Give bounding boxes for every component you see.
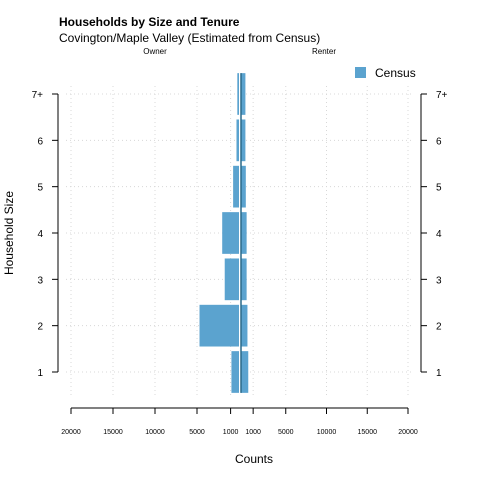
x-tick-label: 20000 bbox=[398, 429, 418, 436]
y-tick-label-right: 4 bbox=[436, 229, 442, 240]
y-tick-label-right: 7+ bbox=[436, 90, 448, 101]
y-tick-label-right: 5 bbox=[436, 183, 442, 194]
bar-owner bbox=[199, 304, 239, 347]
y-axis-label: Household Size bbox=[2, 191, 16, 275]
bar-renter bbox=[241, 304, 248, 347]
bar-owner bbox=[237, 73, 239, 115]
chart-title: Households by Size and Tenure bbox=[59, 15, 240, 29]
x-tick-label: 10000 bbox=[317, 429, 337, 436]
y-tick-label-left: 1 bbox=[37, 368, 43, 379]
bar-owner bbox=[233, 165, 239, 208]
chart-subtitle: Covington/Maple Valley (Estimated from C… bbox=[59, 31, 320, 45]
axes bbox=[52, 93, 427, 414]
x-axis-label: Counts bbox=[235, 452, 273, 466]
legend: Census bbox=[355, 66, 416, 80]
bars bbox=[199, 73, 249, 393]
x-tick-label: 15000 bbox=[358, 429, 378, 436]
x-tick-label: 5000 bbox=[278, 429, 294, 436]
x-tick-label: 1000 bbox=[223, 429, 239, 436]
bar-renter bbox=[241, 119, 246, 162]
bar-renter bbox=[241, 258, 247, 301]
bar-owner bbox=[222, 212, 239, 254]
owner-panel-label: Owner bbox=[143, 47, 167, 56]
x-tick-label: 15000 bbox=[103, 429, 123, 436]
y-tick-label-left: 7+ bbox=[32, 90, 44, 101]
tick-labels: 1 1 2 2 3 3 4 4 5 5 6 6 7+ 7+ 20000 15000 10000 5000 1000 1… bbox=[32, 90, 448, 436]
bar-renter bbox=[241, 212, 247, 254]
renter-panel-label: Renter bbox=[312, 47, 336, 56]
x-tick-label: 20000 bbox=[61, 429, 81, 436]
y-tick-label-left: 4 bbox=[37, 229, 43, 240]
y-tick-label-left: 3 bbox=[37, 275, 43, 286]
bar-renter bbox=[241, 165, 246, 208]
bar-owner bbox=[224, 258, 239, 301]
legend-swatch-census bbox=[355, 67, 366, 78]
y-tick-label-right: 2 bbox=[436, 322, 442, 333]
bar-owner bbox=[236, 119, 239, 162]
bar-renter bbox=[241, 73, 246, 115]
bar-owner bbox=[231, 351, 239, 393]
y-tick-label-right: 3 bbox=[436, 275, 442, 286]
x-tick-label: 10000 bbox=[145, 429, 165, 436]
y-tick-label-right: 1 bbox=[436, 368, 442, 379]
y-tick-label-left: 5 bbox=[37, 183, 43, 194]
bar-renter bbox=[241, 351, 249, 393]
legend-label-census: Census bbox=[375, 66, 416, 80]
y-tick-label-left: 6 bbox=[37, 136, 43, 147]
y-tick-label-right: 6 bbox=[436, 136, 442, 147]
x-tick-label: 5000 bbox=[189, 429, 205, 436]
y-tick-label-left: 2 bbox=[37, 322, 43, 333]
x-tick-label: 1000 bbox=[245, 429, 261, 436]
